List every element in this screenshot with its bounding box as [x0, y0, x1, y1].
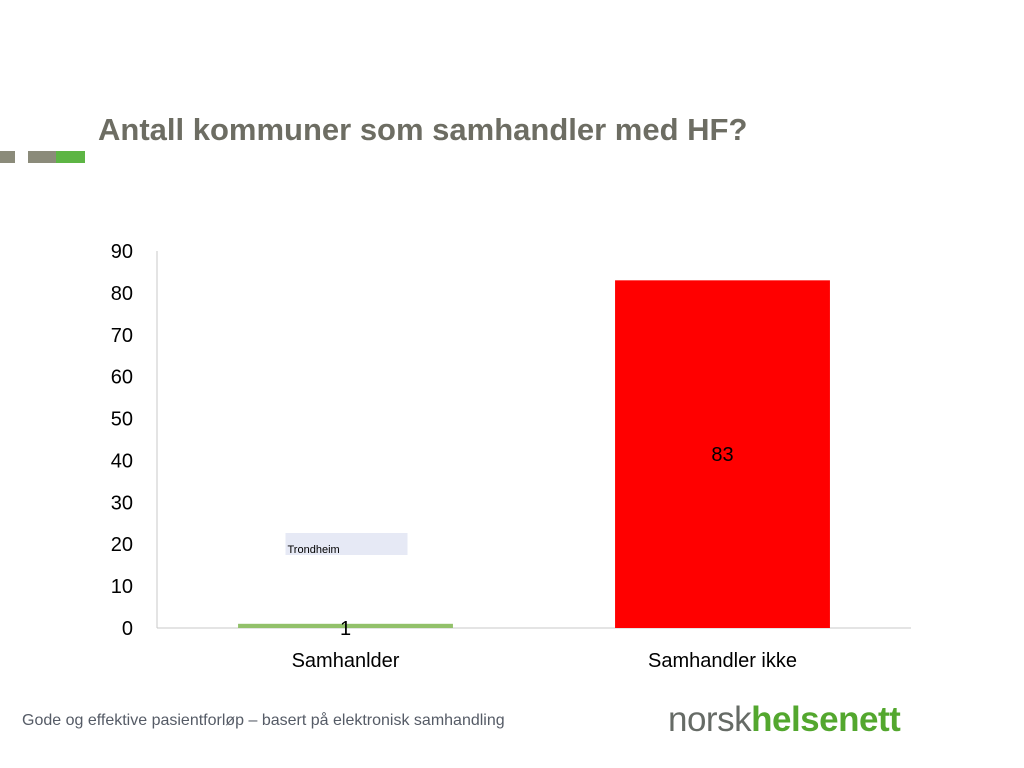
decor-bar-green: [56, 151, 85, 163]
logo-part-helsenett: helsenett: [751, 700, 901, 739]
data-label: 1: [340, 618, 351, 640]
y-tick-label: 60: [111, 367, 133, 389]
y-tick-label: 0: [122, 618, 133, 640]
decor-bar-gray-2: [28, 151, 56, 163]
y-tick-label: 20: [111, 534, 133, 556]
y-tick-label: 10: [111, 576, 133, 598]
x-tick-label: Samhandler ikke: [648, 650, 797, 672]
y-tick-label: 30: [111, 492, 133, 514]
logo-part-norsk: norsk: [668, 700, 752, 739]
x-tick-label: Samhanlder: [292, 650, 400, 672]
bar: [238, 623, 453, 628]
footer-text: Gode og effektive pasientforløp – basert…: [22, 712, 505, 729]
y-tick-label: 40: [111, 450, 133, 472]
y-tick-label: 50: [111, 409, 133, 431]
y-tick-label: 80: [111, 283, 133, 305]
y-tick-label: 70: [111, 325, 133, 347]
slide-title: Antall kommuner som samhandler med HF?: [98, 112, 748, 147]
bar: [615, 280, 830, 628]
data-label: 83: [711, 444, 733, 466]
y-tick-label: 90: [111, 241, 133, 263]
annotation-box: [285, 533, 408, 555]
norsk-helsenett-logo: norskhelsenett: [668, 700, 901, 740]
decor-bar-gray-1: [0, 151, 15, 163]
annotation-label: Trondheim: [288, 544, 340, 556]
bar-chart: 0 10 20 30 40 50 60 70 80 90 Samhanlder 1 Samhandler…: [111, 241, 911, 672]
